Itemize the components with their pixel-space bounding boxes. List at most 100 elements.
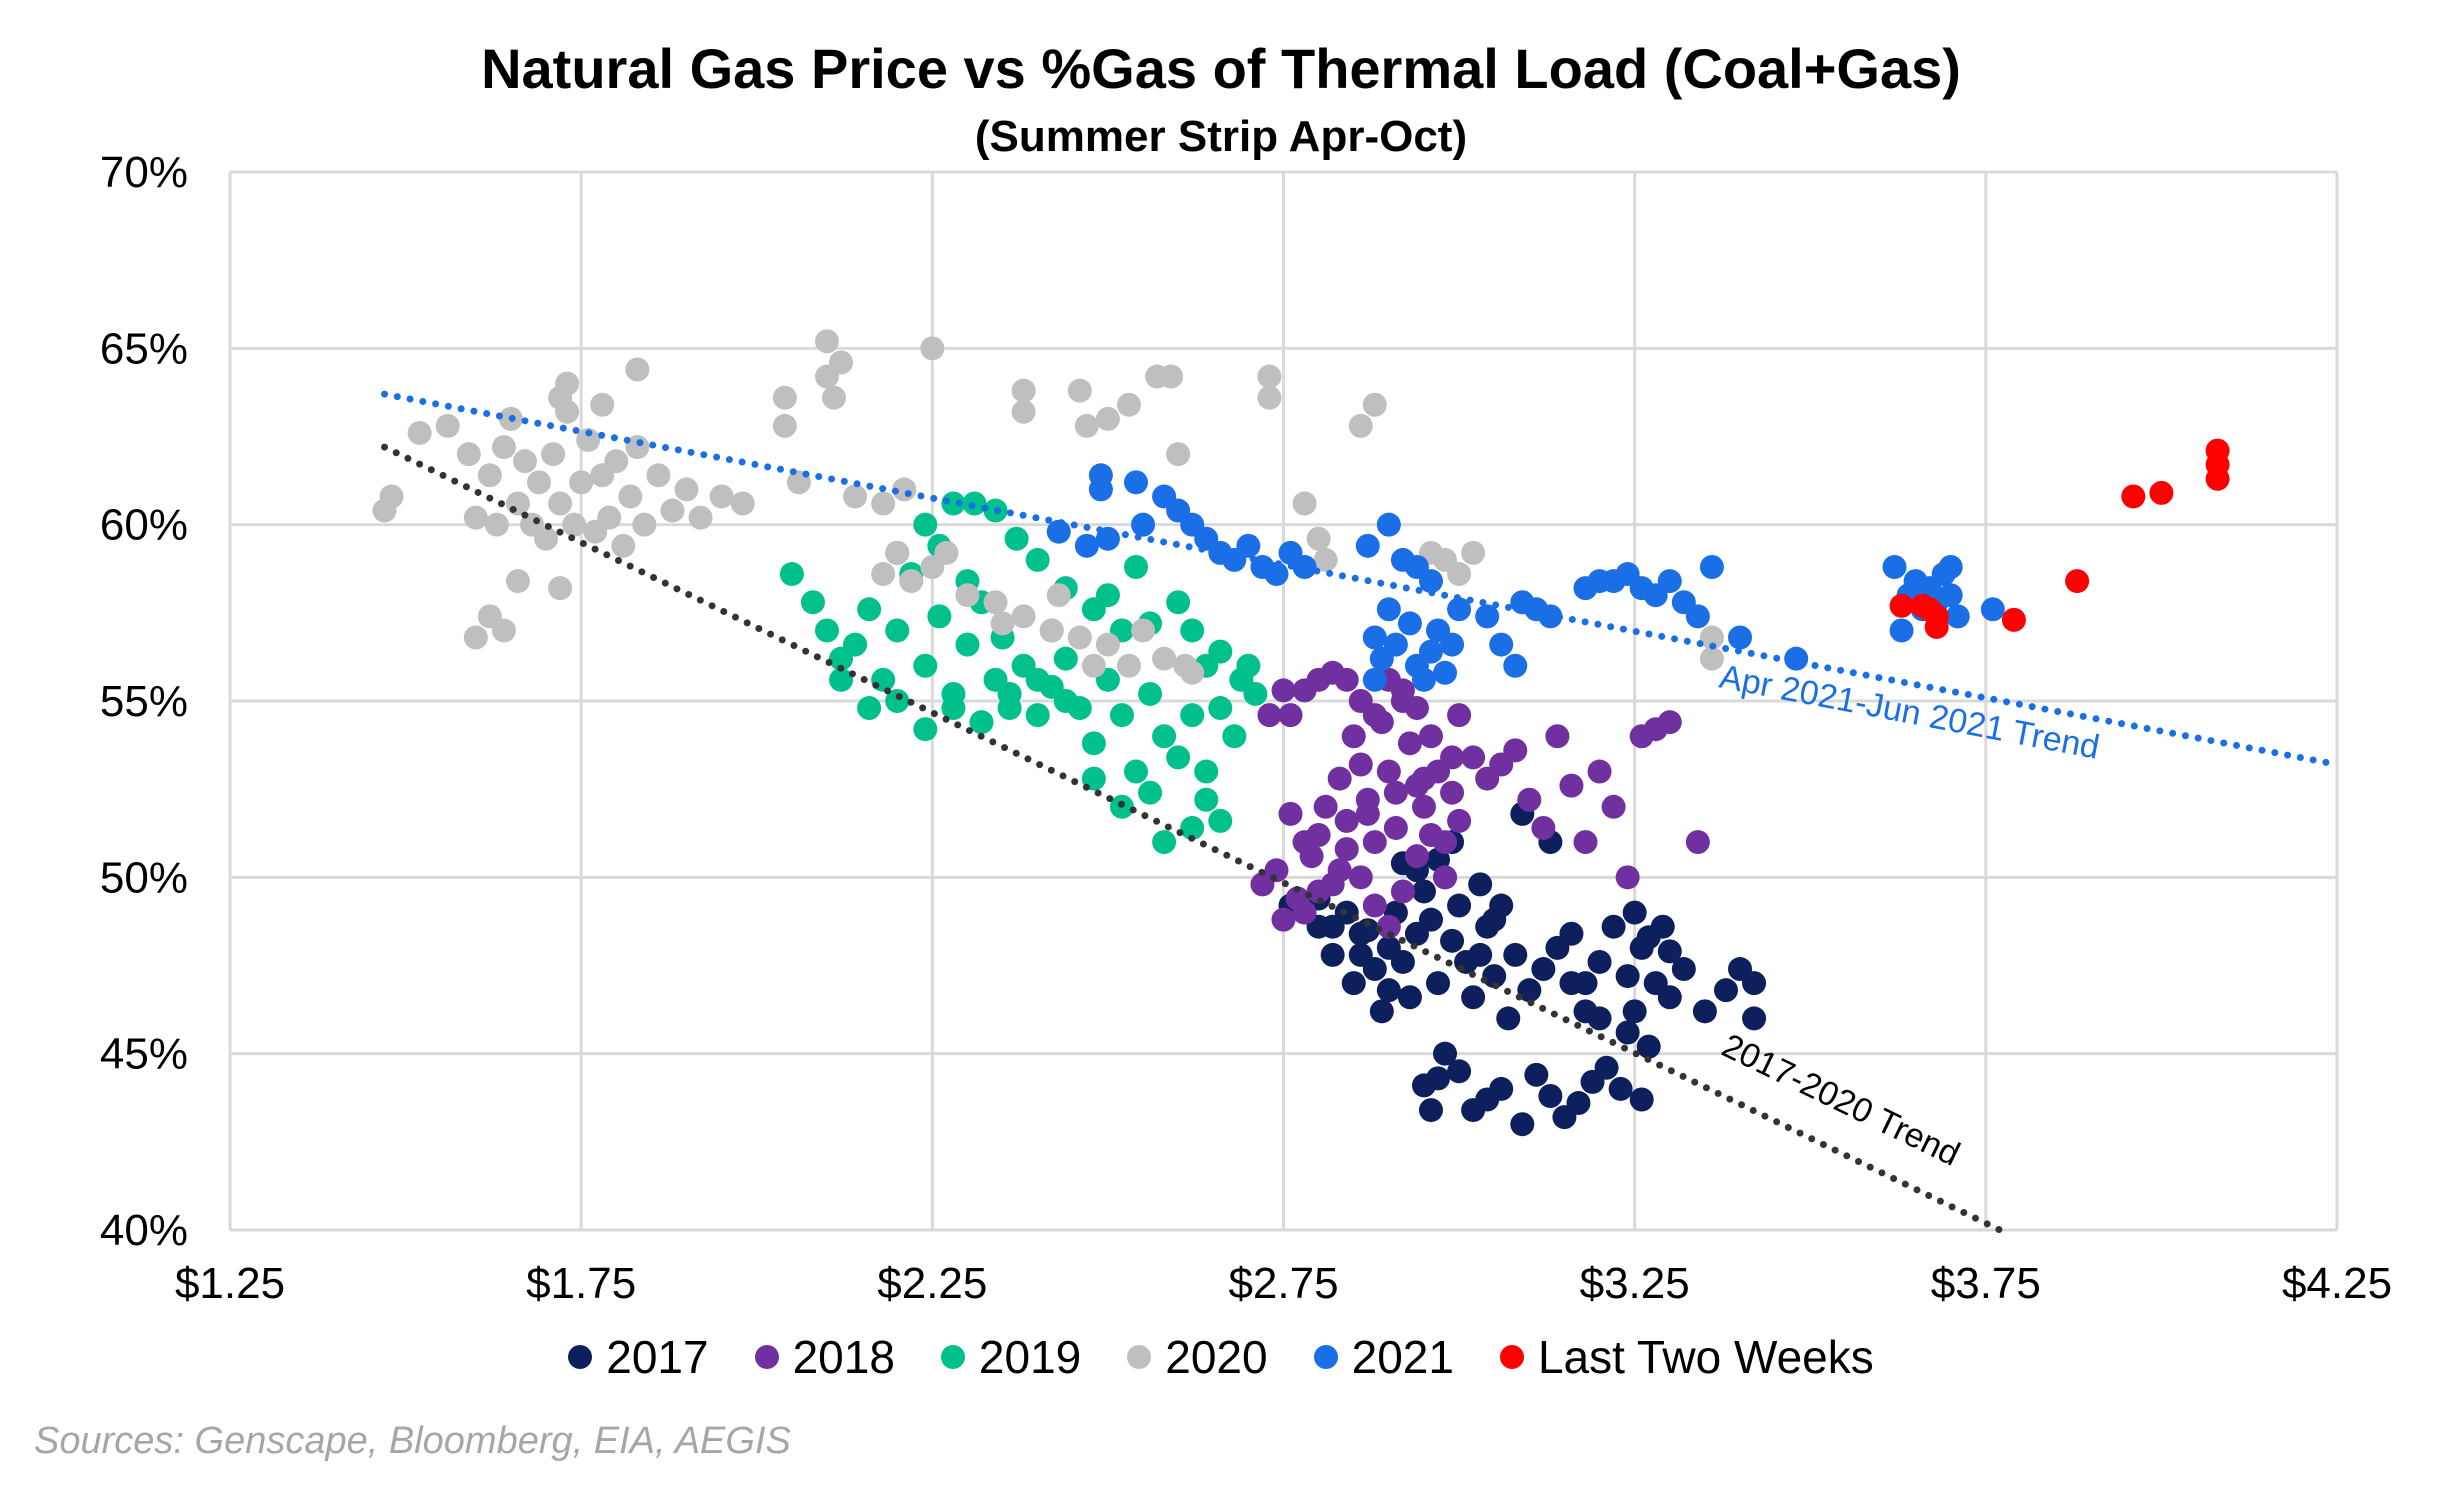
data-point <box>843 632 868 657</box>
data-point <box>1376 759 1401 784</box>
data-point <box>1264 562 1289 587</box>
data-point <box>1383 632 1408 657</box>
data-point <box>1320 914 1345 939</box>
data-point <box>1180 815 1205 840</box>
data-point <box>548 576 573 601</box>
data-point <box>1433 1041 1458 1066</box>
data-point <box>1411 667 1436 692</box>
data-point <box>829 350 854 375</box>
data-point <box>1390 678 1415 703</box>
data-point <box>1306 879 1331 904</box>
data-point <box>969 710 994 735</box>
data-point <box>2205 466 2230 491</box>
data-point <box>1081 731 1106 756</box>
data-point <box>597 505 622 530</box>
data-point <box>829 667 854 692</box>
data-point <box>1109 703 1134 728</box>
data-point <box>1496 1006 1521 1031</box>
data-point <box>2065 569 2090 594</box>
data-point <box>1355 801 1380 826</box>
data-point <box>1271 678 1296 703</box>
data-point <box>1615 1020 1640 1045</box>
y-tick-label: 65% <box>100 324 188 373</box>
data-point <box>1461 1098 1486 1123</box>
data-point <box>1011 604 1036 629</box>
data-point <box>435 413 460 438</box>
legend-item: 2021 <box>1313 1330 1454 1384</box>
data-point <box>1208 639 1233 664</box>
data-point <box>625 357 650 382</box>
legend-label: 2020 <box>1165 1331 1268 1383</box>
data-point <box>1615 865 1640 890</box>
data-point <box>1945 604 1970 629</box>
data-point <box>2149 480 2174 505</box>
data-point <box>1882 554 1907 579</box>
data-point <box>1313 794 1338 819</box>
data-point <box>1124 759 1149 784</box>
legend-label: Last Two Weeks <box>1537 1331 1874 1383</box>
data-point <box>611 533 636 558</box>
data-point <box>1411 794 1436 819</box>
data-point <box>1271 907 1296 932</box>
data-point <box>1208 696 1233 721</box>
data-point <box>1004 526 1029 551</box>
data-point <box>1573 830 1598 855</box>
data-point <box>1348 921 1373 946</box>
data-point <box>913 653 938 678</box>
data-point <box>1938 554 1963 579</box>
data-point <box>1362 830 1387 855</box>
x-tick-label: $2.25 <box>877 1259 987 1308</box>
data-point <box>463 505 488 530</box>
data-point <box>1397 731 1422 756</box>
data-point <box>772 413 797 438</box>
data-point <box>1116 392 1141 417</box>
legend-item: 2019 <box>940 1330 1081 1384</box>
data-point <box>1433 865 1458 890</box>
data-point <box>1601 914 1626 939</box>
data-point <box>1124 554 1149 579</box>
data-point <box>1468 872 1493 897</box>
data-point <box>555 371 580 396</box>
data-point <box>885 618 910 643</box>
legend-marker <box>754 1345 779 1369</box>
data-point <box>1587 759 1612 784</box>
data-point <box>1257 385 1282 410</box>
data-point <box>1376 597 1401 622</box>
data-point <box>1440 632 1465 657</box>
data-points <box>372 329 2230 1137</box>
data-point <box>505 491 530 516</box>
data-point <box>1194 759 1219 784</box>
data-point <box>618 484 643 509</box>
data-point <box>990 611 1015 636</box>
data-point <box>1074 533 1099 558</box>
data-point <box>1601 794 1626 819</box>
data-point <box>1166 745 1191 770</box>
data-point <box>1531 815 1556 840</box>
legend-label: 2021 <box>1351 1331 1454 1383</box>
data-point <box>1447 703 1472 728</box>
data-point <box>456 442 481 467</box>
data-point <box>1376 978 1401 1003</box>
data-point <box>1545 724 1570 749</box>
legend-item: 2020 <box>1127 1330 1268 1384</box>
data-point <box>2001 607 2026 632</box>
data-point <box>512 449 537 474</box>
data-point <box>1742 1006 1767 1031</box>
data-point <box>576 428 601 453</box>
data-point <box>1320 942 1345 967</box>
data-point <box>1334 808 1359 833</box>
data-point <box>1685 604 1710 629</box>
data-point <box>920 336 945 361</box>
data-point <box>674 477 699 502</box>
data-point <box>983 590 1008 615</box>
data-point <box>1447 562 1472 587</box>
data-point <box>1152 646 1177 671</box>
data-point <box>1306 823 1331 848</box>
data-point <box>955 583 980 608</box>
data-point <box>1180 618 1205 643</box>
legend-marker <box>1313 1345 1338 1369</box>
data-point <box>885 540 910 565</box>
data-point <box>1938 583 1963 608</box>
data-point <box>1362 957 1387 982</box>
data-point <box>913 717 938 742</box>
